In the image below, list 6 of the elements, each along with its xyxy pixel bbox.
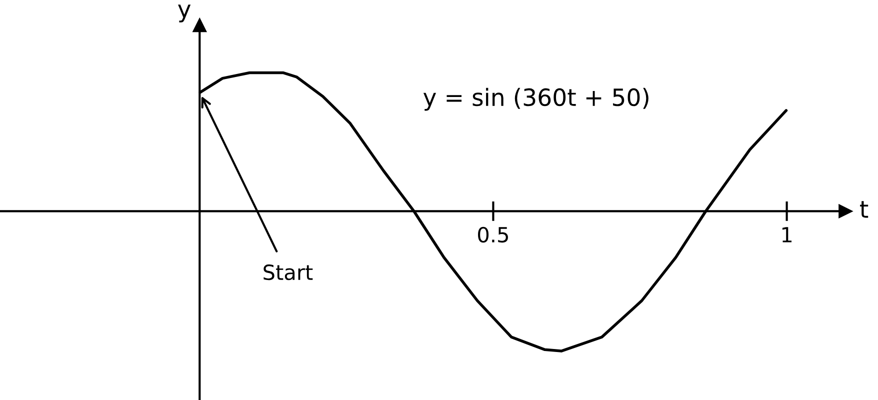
x-tick-label: 1 <box>782 227 792 242</box>
annotation: y = sin (360t + 50) <box>423 88 648 111</box>
x-axis-title: t <box>860 201 868 218</box>
y-axis-title: y <box>178 4 191 22</box>
annotation: Start <box>264 264 313 280</box>
x-tick-label: 0.5 <box>478 226 508 243</box>
